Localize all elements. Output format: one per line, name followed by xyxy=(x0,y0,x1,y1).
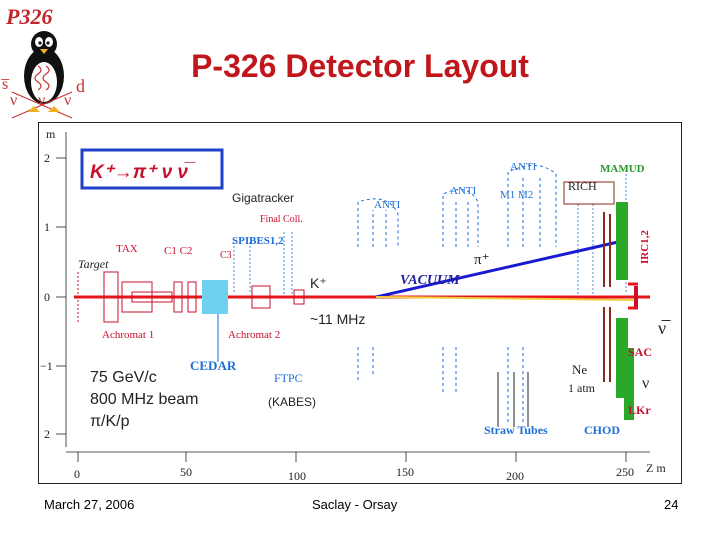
x-tick-label: 250 xyxy=(616,465,634,479)
footer-date: March 27, 2006 xyxy=(44,497,135,512)
final-coll-label: Final Coll. xyxy=(260,214,303,225)
sac-detector xyxy=(634,286,638,308)
decay-label-box xyxy=(80,148,224,190)
rich-box xyxy=(563,181,615,205)
pion-track xyxy=(375,240,619,299)
irc-label: IRC1,2 xyxy=(639,230,651,264)
anti-detectors xyxy=(357,165,557,422)
c1c2-label: C1 C2 xyxy=(164,245,192,257)
target-label: Target xyxy=(78,257,109,271)
pi-plus-label: π⁺ xyxy=(474,252,490,268)
footer-page-number: 24 xyxy=(664,497,679,512)
irc-detector xyxy=(616,202,628,280)
x-tick-label: 0 xyxy=(74,467,80,481)
straw-tubes-label: Straw Tubes xyxy=(484,423,548,437)
cedar-detector xyxy=(202,280,228,314)
anti-top-label: ANTI xyxy=(510,161,537,173)
y-axis-unit: m xyxy=(46,127,56,141)
tax-label: TAX xyxy=(116,243,138,255)
k-plus-label: K⁺ xyxy=(310,275,327,291)
y-tick-label: 1 xyxy=(44,220,50,234)
mamud-label: MAMUD xyxy=(600,163,645,175)
beam-composition-label: π/K/p xyxy=(90,413,130,430)
y-tick-label: 2 xyxy=(44,427,50,441)
neon-label: Ne xyxy=(572,362,587,377)
lkr-label: LKr xyxy=(628,403,651,417)
beam-rate-label: 800 MHz beam xyxy=(90,391,199,408)
eleven-mhz-label: ~11 MHz xyxy=(310,311,365,327)
sac-label: SAC xyxy=(628,345,652,359)
x-tick-label: 100 xyxy=(288,469,306,483)
achromat1-label: Achromat 1 xyxy=(102,329,154,341)
one-atm-label: 1 atm xyxy=(568,381,596,395)
mamud-detector xyxy=(624,348,634,420)
x-tick-label: 200 xyxy=(506,469,524,483)
rich-label: RICH xyxy=(568,179,597,193)
beam-energy-label: 75 GeV/c xyxy=(90,369,157,386)
x-tick-label: 50 xyxy=(180,465,192,479)
neutrino-track xyxy=(375,296,639,301)
slide-title: P-326 Detector Layout xyxy=(191,48,529,84)
footer-venue: Saclay - Orsay xyxy=(312,497,398,512)
logo-quark-d: d xyxy=(76,76,85,96)
anti-mid-label: ANTI xyxy=(374,199,401,211)
y-tick-label: 2 xyxy=(44,151,50,165)
y-tick-label: 0 xyxy=(44,290,50,304)
ftpc-label: FTPC xyxy=(274,371,303,385)
logo-nu-right: ν xyxy=(64,92,72,109)
c3-label: C3 xyxy=(220,250,232,261)
cedar-label: CEDAR xyxy=(190,358,237,373)
kabes-label: (KABES) xyxy=(268,395,316,409)
logo-quark-s: s̅ xyxy=(2,76,9,93)
detector-layout-diagram: m 2 1 0 −1 2 0 50 100 150 200 250 Z m K⁺… xyxy=(38,122,682,484)
achromat2-label: Achromat 2 xyxy=(228,329,280,341)
logo-text: P326 xyxy=(6,4,53,29)
nu-lower-label: ν xyxy=(642,375,649,392)
decay-label: K⁺→π⁺ ν ν̅ xyxy=(90,162,196,183)
gigatracker-label: Gigatracker xyxy=(232,191,294,205)
penguin-logo-icon xyxy=(11,31,73,119)
spibes-label: SPIBES1,2 xyxy=(232,235,284,247)
x-axis-label: Z m xyxy=(646,461,666,475)
vacuum-label: VACUUM xyxy=(400,273,460,288)
anti-up-label: ANTI xyxy=(450,185,477,197)
x-tick-label: 150 xyxy=(396,465,414,479)
logo-nu-mid: ν xyxy=(38,92,46,109)
y-tick-label: −1 xyxy=(40,359,53,373)
logo-nu-left: ν xyxy=(10,92,18,109)
chod-label: CHOD xyxy=(584,423,620,437)
m1m2-label: M1 M2 xyxy=(500,189,533,201)
